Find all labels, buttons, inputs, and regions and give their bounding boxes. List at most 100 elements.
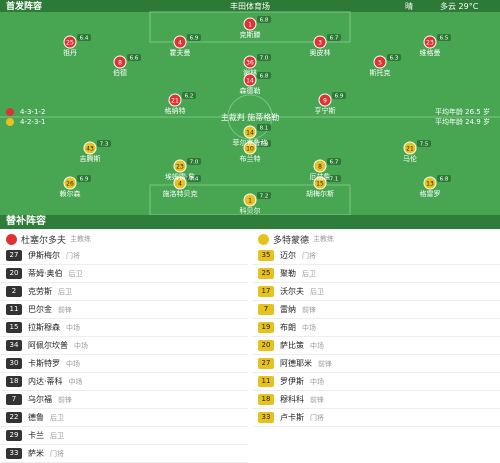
sub-name: 罗伊斯 xyxy=(280,377,304,386)
sub-row: 35 迈尔 门将 xyxy=(252,247,500,265)
away-coach: 主教练 xyxy=(313,235,335,243)
player-rating: 7.0 xyxy=(260,56,269,62)
sub-number: 27 xyxy=(258,358,274,369)
player-number: 26 xyxy=(66,181,74,188)
rating-bg xyxy=(327,175,341,182)
rating-bg xyxy=(257,54,271,61)
player-badge xyxy=(243,17,257,31)
rating-bg xyxy=(187,175,201,182)
sub-name: 卡兰 xyxy=(28,431,44,440)
player-name: 科贝尔 xyxy=(240,206,261,215)
sub-row: 19 布朗 中场 xyxy=(252,319,500,337)
player-rating: 7.8 xyxy=(260,142,269,148)
venue: 丰田体育场 xyxy=(230,1,270,11)
player-badge xyxy=(403,141,417,155)
player-name: 赖尔森 xyxy=(60,189,81,198)
player-number: 25 xyxy=(66,40,74,47)
player-number: 8 xyxy=(318,164,322,171)
sub-name: 卡斯特罗 xyxy=(28,359,60,368)
sub-pos: 前锋 xyxy=(58,305,72,314)
player-number: 5 xyxy=(378,60,382,67)
player-badge xyxy=(173,159,187,173)
sub-number: 33 xyxy=(6,448,22,459)
player-name: 格雷罗 xyxy=(420,189,441,198)
sub-row: 33 卢卡斯 门将 xyxy=(252,409,500,427)
player-badge xyxy=(113,55,127,69)
player-number: 14 xyxy=(246,130,254,137)
rating-bg xyxy=(97,140,111,147)
sub-row: 15 拉斯穆森 中场 xyxy=(0,319,248,337)
player-badge xyxy=(173,176,187,190)
sub-row: 11 罗伊斯 中场 xyxy=(252,373,500,391)
subs: 替补阵容 杜塞尔多夫 主教练 27 伊斯梅尔 门将 20 蒂姆·奥伯 后卫 2 克劳斯 后卫 11 巴… xyxy=(0,215,500,463)
player-number: 43 xyxy=(86,146,94,153)
sub-pos: 门将 xyxy=(302,251,316,260)
player-name: 吉腾斯 xyxy=(80,154,101,163)
rating-bg xyxy=(332,92,346,99)
referee: 主裁判 施蒂格勒 xyxy=(221,112,280,122)
player-rating: 6.7 xyxy=(330,160,339,166)
player-name: 埃姆雷·詹 xyxy=(165,172,195,181)
player-number: 10 xyxy=(246,146,254,153)
rating-bg xyxy=(257,124,271,131)
sub-pos: 中场 xyxy=(310,341,324,350)
sub-name: 布朗 xyxy=(280,323,296,332)
sub-pos: 后卫 xyxy=(68,269,83,278)
sub-name: 克劳斯 xyxy=(28,287,52,296)
player-badge xyxy=(373,55,387,69)
sub-pos: 中场 xyxy=(66,323,80,332)
player-number: 3 xyxy=(318,40,322,47)
player-name: 马伦 xyxy=(403,154,417,163)
player-name: 伯德 xyxy=(113,68,127,77)
player-badge xyxy=(243,73,257,87)
sub-pos: 后卫 xyxy=(50,431,64,440)
sub-pos: 门将 xyxy=(50,449,64,458)
player-rating: 6.5 xyxy=(440,36,449,42)
sub-pos: 前锋 xyxy=(310,395,324,404)
sub-number: 2 xyxy=(6,286,22,297)
player-rating: 6.9 xyxy=(80,177,89,183)
sub-row: 18 穆科科 前锋 xyxy=(252,391,500,409)
sub-number: 34 xyxy=(6,340,22,351)
weather: 晴 xyxy=(405,1,413,11)
sub-name: 阿佩尔坎普 xyxy=(28,341,68,350)
player-name: 克斯滕 xyxy=(240,30,261,39)
sub-name: 萨米 xyxy=(28,449,44,458)
player-rating: 7.3 xyxy=(100,142,109,148)
sub-pos: 后卫 xyxy=(302,269,316,278)
title: 首发阵容 xyxy=(6,0,42,12)
player-number: 8 xyxy=(118,60,122,67)
sub-number: 30 xyxy=(6,358,22,369)
player-number: 1 xyxy=(248,198,252,205)
player-number: 13 xyxy=(426,181,434,188)
sub-row: 22 德鲁 后卫 xyxy=(0,409,248,427)
player-rating: 6.8 xyxy=(260,18,269,24)
player-name: 森德勒 xyxy=(240,86,261,95)
player-badge xyxy=(243,193,257,207)
player-number: 21 xyxy=(171,98,179,105)
rating-bg xyxy=(417,140,431,147)
player-name: 霍夫曼 xyxy=(170,48,191,57)
rating-bg xyxy=(187,34,201,41)
player-number: 4 xyxy=(178,40,182,47)
sub-row: 20 蒂姆·奥伯 后卫 xyxy=(0,265,248,283)
away-team: 多特蒙德 主教练 xyxy=(252,231,500,247)
player-number: 14 xyxy=(246,78,254,85)
sub-number: 27 xyxy=(6,250,22,261)
player-name: 亨宁斯 xyxy=(315,106,336,115)
sub-row: 25 聚勒 后卫 xyxy=(252,265,500,283)
player-rating: 6.6 xyxy=(130,56,139,62)
sub-number: 20 xyxy=(258,340,274,351)
player-name: 维格曼 xyxy=(420,48,441,57)
sub-row: 7 乌尔福 前锋 xyxy=(0,391,248,409)
